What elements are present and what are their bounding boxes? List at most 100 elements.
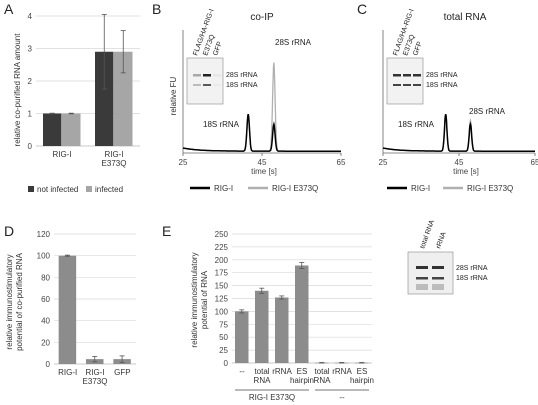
- x-tick-label: 45: [258, 158, 267, 167]
- x-category-label: total: [254, 367, 269, 376]
- gel-band-28s: [203, 74, 211, 77]
- inset-band-label: 18S rRNA: [226, 82, 258, 89]
- y-tick-label: 175: [215, 269, 229, 278]
- legend-label-rig-i-e373q: RIG-I E373Q: [272, 184, 318, 193]
- y-tick-label: 100: [215, 307, 229, 316]
- gel-band-18s: [403, 84, 411, 86]
- y-tick-label: 200: [215, 256, 229, 265]
- x-category-label: ES: [297, 367, 308, 376]
- x-tick-label: 65: [531, 158, 538, 167]
- y-tick-label: 20: [41, 338, 50, 347]
- y-tick-label: 120: [37, 230, 51, 239]
- panel-label-c: C: [357, 1, 367, 17]
- panel-b-title: co-IP: [250, 12, 274, 23]
- inset-gel: [407, 251, 454, 295]
- y-tick-label: 0: [46, 360, 51, 369]
- bar-rig-i-not-infected: [43, 113, 62, 146]
- gel-band-28s: [432, 266, 444, 269]
- gel-band-28s: [393, 74, 401, 77]
- x-tick-label: 25: [379, 158, 388, 167]
- x-tick-label: 45: [455, 158, 464, 167]
- gel-band-28s: [416, 266, 428, 269]
- gel-band-28s: [193, 74, 201, 77]
- legend-label-rig-i: RIG-I: [214, 184, 233, 193]
- y-tick-label: 25: [219, 346, 228, 355]
- y-tick-label: 3: [28, 45, 33, 54]
- bar-es-hairpin: [295, 265, 309, 363]
- y-tick-label: 100: [37, 252, 51, 261]
- x-tick-label: 65: [337, 158, 346, 167]
- gel-band-28s: [403, 74, 411, 77]
- y-tick-label: 75: [219, 320, 228, 329]
- panel-label-d: D: [4, 223, 14, 239]
- panel-c-x-axis-label: time [s]: [453, 167, 479, 176]
- gel-band-18s: [393, 84, 401, 86]
- x-tick-label: 25: [179, 158, 188, 167]
- panel-c-title: total RNA: [444, 12, 487, 23]
- inset-band-label: 18S rRNA: [426, 82, 458, 89]
- gel-band-18s: [432, 277, 444, 280]
- y-tick-label: 50: [219, 333, 228, 342]
- bar-rig-i-infected: [62, 113, 81, 146]
- gel-band-18s: [193, 84, 201, 86]
- panel-e-y-axis-label-line2: potential of RNA: [200, 270, 209, 329]
- bar-dash: [235, 311, 249, 363]
- panel-d-chart: relative immunostimulatory potential of …: [5, 230, 136, 386]
- panel-e-y-axis-label-line1: relative immunostimulatory: [190, 252, 199, 347]
- group-label: --: [339, 393, 345, 402]
- bar-rig-i: [58, 255, 77, 364]
- inset-lane-label: GFP: [412, 40, 424, 56]
- x-category-label: hairpin: [290, 376, 314, 385]
- panel-e-chart: relative immunostimulatory potential of …: [190, 219, 488, 402]
- trace-rig-i: [382, 114, 535, 152]
- group-label: RIG-I E373Q: [249, 393, 295, 402]
- y-tick-label: 250: [215, 230, 229, 239]
- legend-label-infected: infected: [95, 185, 123, 194]
- y-tick-label: 4: [28, 12, 33, 21]
- x-category-label: --: [239, 367, 245, 376]
- y-tick-label: 1: [28, 110, 33, 119]
- x-category-label: hairpin: [350, 376, 374, 385]
- gel-band-18s: [416, 277, 428, 280]
- panel-b-chart: co-IP relative FU time [s] 28S rRNA 18S …: [169, 8, 346, 193]
- gel-smear: [416, 284, 428, 290]
- gel-band-18s: [213, 84, 221, 86]
- gel-band-18s: [203, 84, 211, 86]
- panel-a-legend: not infected infected: [28, 185, 123, 194]
- x-category-label: E373Q: [102, 159, 127, 168]
- y-tick-label: 0: [224, 359, 229, 368]
- gel-band-28s: [213, 74, 221, 77]
- x-category-label: RIG-I: [104, 150, 123, 159]
- inset-band-label: 28S rRNA: [226, 72, 258, 79]
- legend-label-rig-i-e373q: RIG-I E373Q: [467, 184, 513, 193]
- inset-band-label: 28S rRNA: [426, 72, 458, 79]
- gel-band-28s: [413, 74, 421, 77]
- panel-label-e: E: [162, 223, 171, 239]
- gel-band-18s: [413, 84, 421, 86]
- x-category-label: E373Q: [83, 377, 108, 386]
- y-tick-label: 40: [41, 317, 50, 326]
- panel-c-peak-28s-label: 28S rRNA: [469, 107, 506, 116]
- x-category-label: RIG-I: [58, 368, 77, 377]
- y-tick-label: 150: [215, 282, 229, 291]
- panel-b-x-axis-label: time [s]: [251, 167, 277, 176]
- panel-c-chart: total RNA time [s] 28S rRNA 18S rRNA RIG…: [379, 8, 538, 193]
- panel-b-peak-18s-label: 18S rRNA: [203, 120, 240, 129]
- bar-rig-i-e373q-not-infected: [95, 51, 114, 146]
- x-category-label: ES: [357, 367, 368, 376]
- panel-e-band-28s-label: 28S rRNA: [456, 265, 488, 272]
- panel-a-y-axis-label: relative co-purified RNA amount: [13, 33, 22, 147]
- inset-gel: [186, 57, 224, 105]
- panel-b-peak-28s-label: 28S rRNA: [275, 38, 312, 47]
- panel-d-y-axis-label-line1: relative immunostimulatory: [5, 254, 14, 349]
- bar-rrna: [275, 297, 289, 363]
- inset-lane-label: rRNA: [435, 231, 448, 250]
- x-category-label: RIG-I: [52, 150, 71, 159]
- x-category-label: RNA: [314, 376, 332, 385]
- x-category-label: RIG-I: [85, 368, 104, 377]
- panel-label-a: A: [4, 1, 14, 17]
- panel-a-chart: relative co-purified RNA amount not infe…: [13, 12, 140, 194]
- x-category-label: rRNA: [332, 367, 352, 376]
- panel-b-legend: RIG-I RIG-I E373Q: [190, 184, 318, 193]
- bar-rig-i-e373q-infected: [114, 51, 133, 146]
